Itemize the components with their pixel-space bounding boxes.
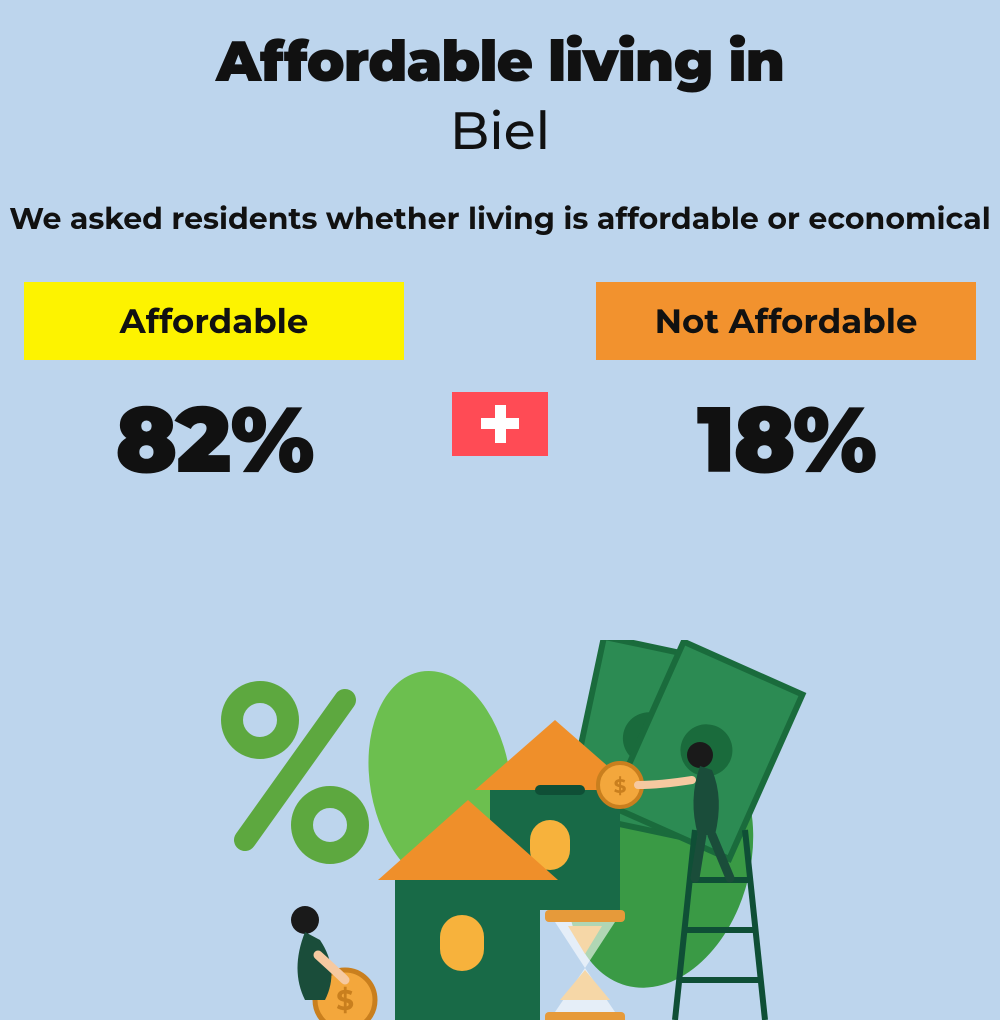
percent-icon: [232, 692, 358, 853]
title-block: Affordable living in Biel: [0, 0, 1000, 163]
stat-not-affordable-label: Not Affordable: [596, 282, 976, 360]
svg-text:$: $: [336, 984, 354, 1018]
swiss-flag-icon: [452, 392, 548, 456]
title-line2: Biel: [0, 100, 1000, 163]
subtitle: We asked residents whether living is aff…: [0, 199, 1000, 240]
svg-text:$: $: [614, 775, 627, 799]
stat-affordable: Affordable 82%: [24, 282, 404, 496]
stat-affordable-label: Affordable: [24, 282, 404, 360]
title-line1: Affordable living in: [0, 28, 1000, 96]
flag-wrap: [452, 392, 548, 456]
stat-affordable-value: 82%: [115, 384, 313, 496]
person-with-coin-icon: $: [291, 906, 375, 1020]
stat-not-affordable-value: 18%: [697, 384, 875, 496]
stat-not-affordable: Not Affordable 18%: [596, 282, 976, 496]
stats-row: Affordable 82% Not Affordable 18%: [0, 282, 1000, 496]
housing-illustration: $ $: [190, 640, 810, 1020]
